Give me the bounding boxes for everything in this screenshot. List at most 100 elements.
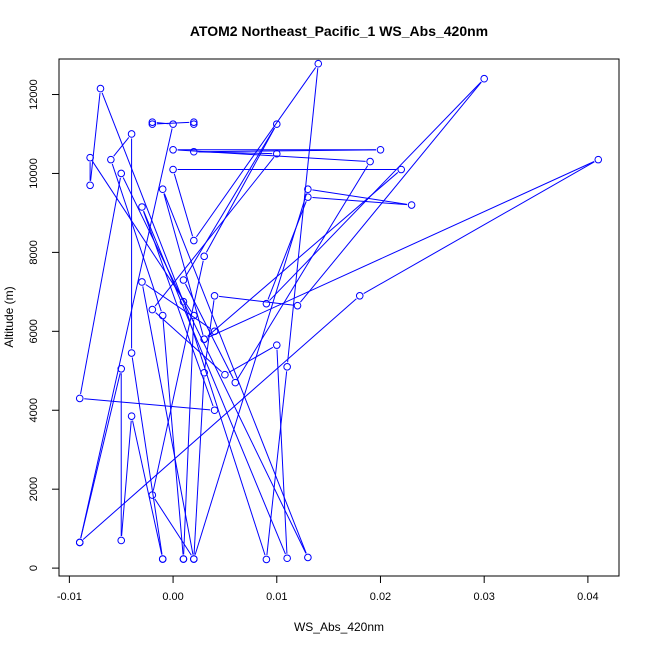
data-point	[169, 165, 177, 174]
data-point	[169, 145, 177, 154]
data-point	[117, 169, 126, 178]
data-point	[397, 165, 406, 174]
data-point	[221, 370, 229, 379]
series-segment	[198, 151, 273, 155]
data-point	[304, 553, 312, 562]
series-segment	[207, 172, 399, 337]
data-point	[304, 185, 312, 194]
data-point	[148, 305, 157, 314]
data-point	[304, 193, 312, 201]
x-tick-label: 0.04	[577, 591, 598, 603]
data-point	[138, 203, 146, 211]
y-tick-label: 6000	[28, 319, 40, 343]
data-point	[148, 491, 157, 499]
y-tick-label: 8000	[28, 240, 40, 264]
series-segment	[198, 149, 376, 153]
data-point	[200, 368, 208, 377]
series-segment	[228, 346, 274, 373]
series-segment	[156, 121, 190, 125]
data-point	[127, 412, 136, 420]
series-segment	[121, 420, 132, 537]
x-tick-label: 0.01	[266, 591, 287, 603]
data-point	[179, 276, 188, 284]
series-segment	[154, 498, 192, 556]
series-segment	[183, 320, 195, 555]
data-point	[96, 84, 105, 93]
series-segment	[142, 286, 194, 555]
data-point	[480, 74, 488, 83]
series-segment	[363, 161, 595, 294]
data-point	[138, 278, 146, 286]
series-segment	[287, 68, 319, 363]
x-tick-label: 0.02	[370, 591, 391, 603]
series-segment	[312, 189, 408, 205]
data-point	[190, 118, 198, 126]
data-point	[262, 555, 271, 564]
data-point	[158, 185, 167, 194]
data-point	[272, 120, 281, 128]
series-lines	[80, 67, 595, 556]
data-point	[262, 299, 271, 308]
data-point	[314, 59, 323, 68]
data-point	[190, 236, 198, 245]
series-segment	[208, 161, 595, 338]
series-segment	[82, 298, 357, 540]
y-tick-label: 0	[28, 565, 40, 571]
data-point	[158, 555, 167, 563]
data-point	[75, 538, 84, 547]
series-segment	[154, 156, 275, 307]
series-segment	[195, 67, 317, 238]
data-point	[594, 155, 603, 164]
data-point	[148, 118, 157, 126]
series-segment	[90, 93, 101, 181]
data-point	[200, 252, 208, 261]
data-point	[190, 120, 198, 128]
data-point	[190, 311, 198, 320]
series-segment	[131, 357, 163, 555]
series-points	[75, 59, 603, 564]
series-segment	[80, 128, 173, 539]
data-point	[293, 301, 302, 310]
data-point	[376, 145, 385, 154]
data-point	[117, 365, 126, 373]
y-tick-label: 10000	[28, 158, 40, 189]
x-tick-label: 0.03	[473, 591, 494, 603]
series-segment	[122, 177, 307, 554]
data-point	[148, 120, 157, 128]
series-segment	[101, 92, 183, 298]
series-segment	[111, 163, 162, 312]
data-point	[190, 555, 198, 563]
data-point	[210, 406, 219, 415]
series-segment	[194, 193, 308, 555]
data-point	[407, 201, 416, 209]
data-point	[210, 291, 219, 300]
data-point	[200, 335, 208, 344]
data-point	[117, 536, 126, 545]
x-axis: -0.01 0.00 0.01 0.02 0.03 0.04	[57, 576, 599, 603]
data-point	[127, 130, 136, 138]
plot-frame	[58, 58, 620, 577]
series-segment	[173, 173, 194, 237]
series-segment	[163, 193, 307, 554]
series-segment	[193, 377, 205, 555]
series-segment	[204, 300, 215, 369]
data-point	[86, 181, 94, 190]
series-segment	[155, 312, 222, 373]
series-segment	[184, 305, 266, 556]
series-segment	[266, 371, 288, 556]
x-axis-label: WS_Abs_420nm	[294, 620, 384, 634]
series-segment	[92, 161, 192, 313]
data-point	[272, 149, 281, 158]
data-point	[272, 341, 281, 349]
series-segment	[185, 127, 275, 277]
series-segment	[162, 319, 184, 555]
data-point	[75, 394, 84, 403]
series-segment	[267, 201, 307, 300]
y-tick-label: 12000	[28, 79, 40, 110]
data-point	[283, 363, 291, 371]
x-tick-label: -0.01	[57, 591, 82, 603]
series-segment	[269, 81, 482, 301]
chart-title: ATOM2 Northeast_Pacific_1 WS_Abs_420nm	[190, 23, 488, 39]
y-axis: 0 2000 4000 6000 8000 10000 12000	[28, 79, 59, 571]
